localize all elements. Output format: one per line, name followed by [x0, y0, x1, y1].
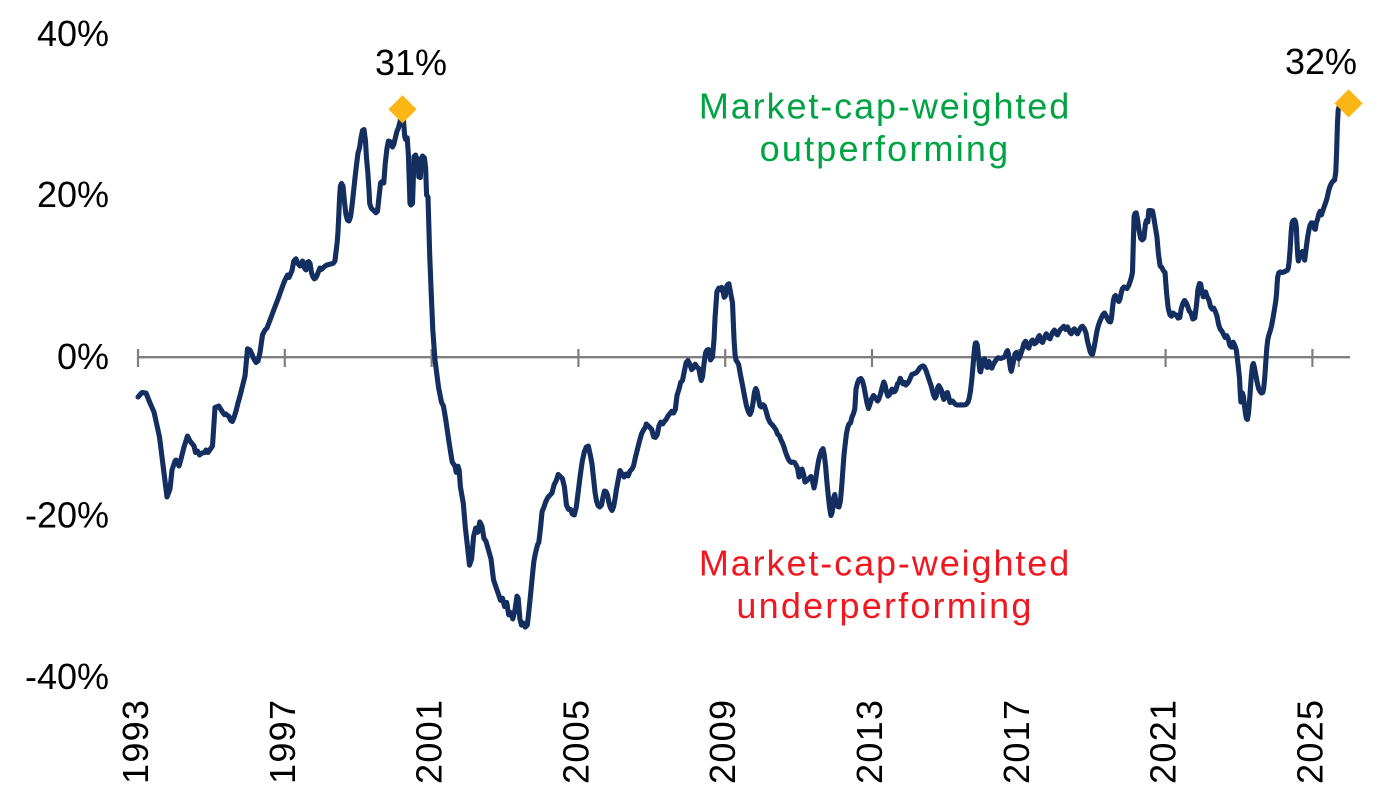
svg-text:underperforming: underperforming — [736, 585, 1033, 626]
svg-text:Market-cap-weighted: Market-cap-weighted — [699, 86, 1071, 127]
svg-text:Market-cap-weighted: Market-cap-weighted — [699, 543, 1071, 584]
svg-text:40%: 40% — [37, 13, 109, 54]
svg-text:-20%: -20% — [25, 495, 109, 536]
svg-text:32%: 32% — [1285, 41, 1357, 82]
svg-text:20%: 20% — [37, 174, 109, 215]
svg-text:2009: 2009 — [702, 699, 743, 784]
svg-text:2013: 2013 — [849, 699, 890, 784]
svg-text:-40%: -40% — [25, 656, 109, 697]
svg-text:1997: 1997 — [262, 699, 303, 784]
svg-text:2017: 2017 — [996, 699, 1037, 784]
svg-text:2001: 2001 — [409, 699, 450, 784]
svg-text:31%: 31% — [375, 42, 447, 83]
svg-text:outperforming: outperforming — [760, 128, 1011, 169]
svg-text:2005: 2005 — [555, 699, 596, 784]
svg-text:2021: 2021 — [1143, 699, 1184, 784]
svg-text:0%: 0% — [57, 336, 109, 377]
svg-text:2025: 2025 — [1289, 699, 1330, 784]
svg-text:1993: 1993 — [115, 699, 156, 784]
